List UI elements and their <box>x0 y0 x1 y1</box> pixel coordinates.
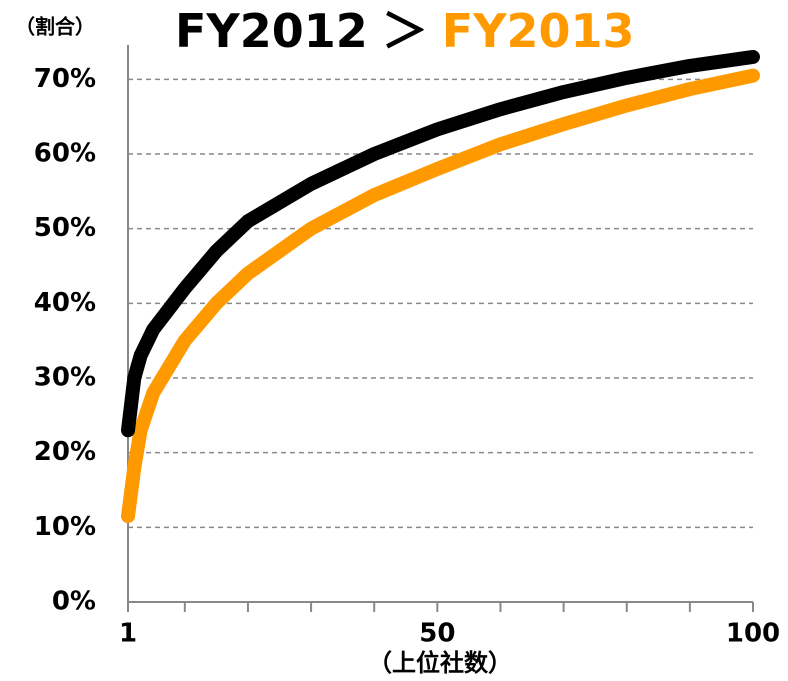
title-series-1: FY2012 <box>175 4 368 58</box>
y-tick-label: 40% <box>34 288 96 318</box>
y-tick-label: 30% <box>34 363 96 393</box>
title-series-2: FY2013 <box>442 4 635 58</box>
chart-title: FY2012 ＞ FY2013 <box>175 4 635 58</box>
y-tick-label: 0% <box>52 587 96 617</box>
x-tick-label: 50 <box>419 619 455 649</box>
series-line <box>121 68 760 524</box>
y-tick-label: 60% <box>34 139 96 169</box>
y-axis-label: （割合） <box>15 15 95 39</box>
x-axis-label: （上位社数） <box>368 649 512 677</box>
x-tick-label: 1 <box>119 619 137 649</box>
y-tick-label: 50% <box>34 213 96 243</box>
y-tick-label: 70% <box>34 64 96 94</box>
x-tick-label: 100 <box>726 619 780 649</box>
series-line <box>121 49 760 438</box>
title-separator: ＞ <box>382 4 428 58</box>
y-tick-label: 20% <box>34 437 96 467</box>
y-tick-label: 10% <box>34 512 96 542</box>
